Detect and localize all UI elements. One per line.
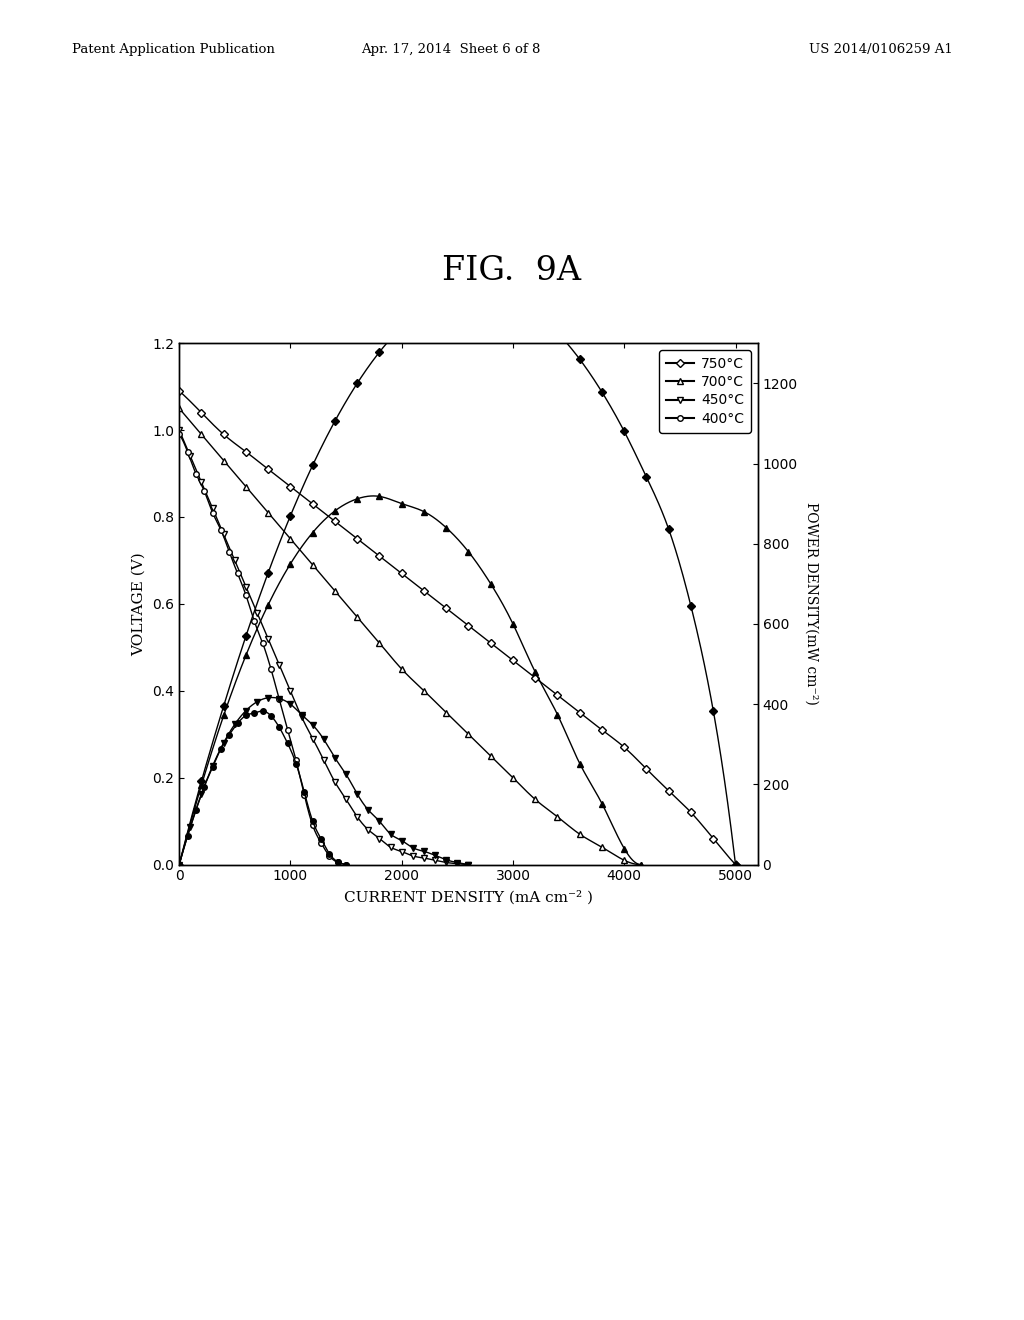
Text: US 2014/0106259 A1: US 2014/0106259 A1 (809, 44, 952, 55)
Text: Patent Application Publication: Patent Application Publication (72, 44, 274, 55)
Y-axis label: POWER DENSITY(mW cm⁻²): POWER DENSITY(mW cm⁻²) (805, 503, 818, 705)
Legend: 750°C, 700°C, 450°C, 400°C: 750°C, 700°C, 450°C, 400°C (659, 350, 751, 433)
Text: Apr. 17, 2014  Sheet 6 of 8: Apr. 17, 2014 Sheet 6 of 8 (360, 44, 541, 55)
Text: FIG.  9A: FIG. 9A (442, 255, 582, 286)
Y-axis label: VOLTAGE (V): VOLTAGE (V) (131, 552, 145, 656)
X-axis label: CURRENT DENSITY (mA cm⁻² ): CURRENT DENSITY (mA cm⁻² ) (344, 891, 593, 904)
